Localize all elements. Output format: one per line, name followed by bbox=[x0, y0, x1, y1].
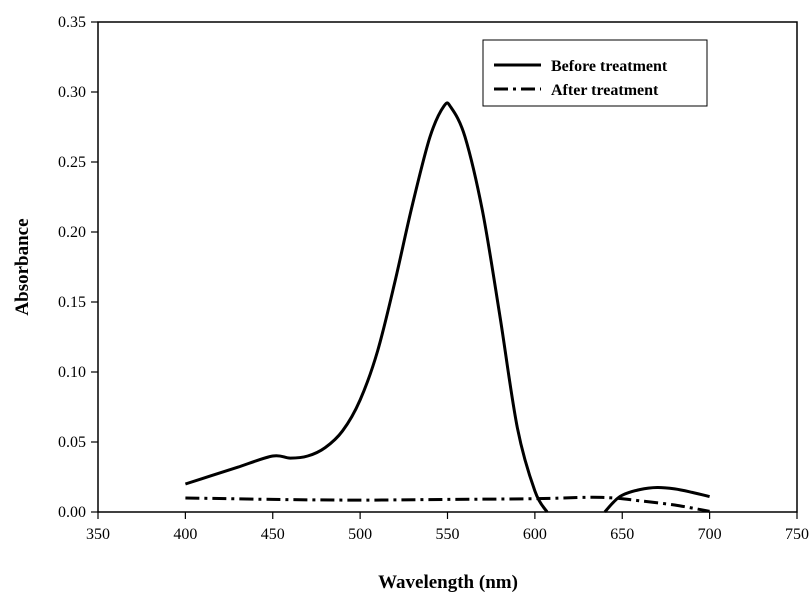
x-axis-title: Wavelength (nm) bbox=[378, 572, 518, 592]
y-tick-label: 0.25 bbox=[58, 154, 86, 171]
x-tick-label: 450 bbox=[261, 526, 285, 543]
legend-box bbox=[482, 39, 708, 107]
legend: Before treatment After treatment bbox=[482, 39, 708, 107]
x-tick-label: 400 bbox=[173, 526, 197, 543]
legend-label-before: Before treatment bbox=[551, 58, 668, 75]
legend-label-after: After treatment bbox=[551, 82, 659, 99]
x-tick-label: 600 bbox=[523, 526, 547, 543]
x-tick-label: 700 bbox=[698, 526, 722, 543]
y-tick-label: 0.35 bbox=[58, 14, 86, 31]
x-tick-label: 750 bbox=[785, 526, 809, 543]
x-tick-label: 350 bbox=[86, 526, 110, 543]
x-tick-label: 550 bbox=[436, 526, 460, 543]
x-axis-ticks: 350 400 450 500 550 600 650 700 750 bbox=[86, 512, 809, 543]
y-tick-label: 0.20 bbox=[58, 224, 86, 241]
before-treatment-line bbox=[603, 485, 710, 513]
y-tick-label: 0.15 bbox=[58, 294, 86, 311]
y-tick-label: 0.00 bbox=[58, 504, 86, 521]
y-tick-label: 0.10 bbox=[58, 364, 86, 381]
after-treatment-line bbox=[185, 495, 710, 513]
y-tick-label: 0.05 bbox=[58, 434, 86, 451]
series-layer bbox=[184, 101, 710, 513]
x-tick-label: 500 bbox=[348, 526, 372, 543]
y-axis-title: Absorbance bbox=[12, 218, 33, 315]
before-treatment-line bbox=[184, 101, 549, 513]
x-tick-label: 650 bbox=[610, 526, 634, 543]
y-tick-label: 0.30 bbox=[58, 84, 86, 101]
y-axis-ticks: 0.00 0.05 0.10 0.15 0.20 0.25 0.30 0.35 bbox=[58, 14, 98, 521]
